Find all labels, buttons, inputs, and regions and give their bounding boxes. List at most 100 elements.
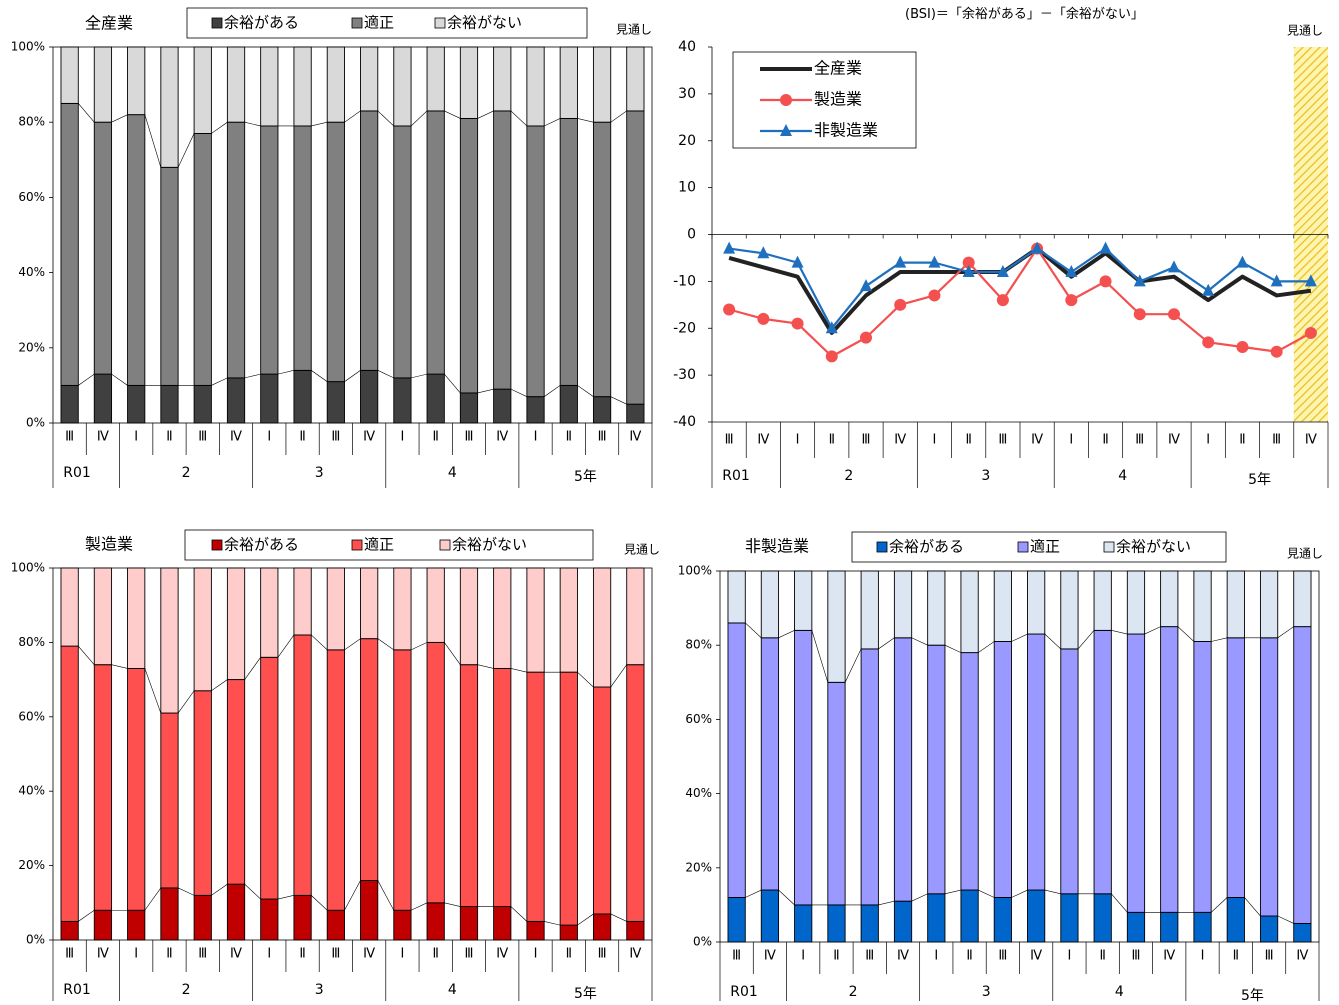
- non-manufacturing-quarter-label: Ⅳ: [897, 949, 909, 964]
- bsi-ytick-label: -20: [673, 320, 696, 336]
- non-manufacturing-bar-yoyu-aru: [927, 893, 946, 943]
- non-manufacturing-bar-tekisei: [1259, 637, 1279, 917]
- all-industry-bar-yoyu-nai: [426, 46, 445, 112]
- bsi-marker-mfg: [1168, 308, 1180, 321]
- manufacturing-forecast-label: 見通し: [624, 543, 660, 557]
- all-industry-bar-tekisei: [93, 121, 113, 375]
- all-industry-bar-yoyu-aru: [360, 369, 379, 424]
- all-industry-bar-tekisei: [193, 133, 212, 386]
- manufacturing-bar-yoyu-nai: [93, 567, 113, 666]
- all-industry-legend-swatch: [211, 17, 223, 29]
- bsi-ytick-label: -40: [673, 414, 696, 430]
- all-industry-bar-yoyu-aru: [260, 373, 279, 424]
- bsi-marker-nonmfg: [860, 279, 872, 292]
- manufacturing-year-label: 2: [182, 982, 191, 998]
- non-manufacturing-bar-yoyu-aru: [960, 889, 979, 943]
- non-manufacturing-quarter-label: Ⅰ: [801, 949, 805, 964]
- all-industry-bar-tekisei: [226, 121, 246, 379]
- bsi-quarter-label: Ⅳ: [894, 433, 906, 448]
- bsi-quarter-label: Ⅰ: [796, 433, 800, 448]
- all-industry-bar-tekisei: [626, 110, 645, 405]
- manufacturing-bar-yoyu-aru: [60, 920, 79, 941]
- non-manufacturing-bar-yoyu-nai: [1293, 570, 1312, 628]
- bsi-marker-mfg: [860, 331, 872, 344]
- bsi-forecast-label: 見通し: [1287, 24, 1323, 38]
- manufacturing-bar-yoyu-aru: [93, 909, 113, 941]
- non-manufacturing-quarter-label: Ⅲ: [1131, 949, 1140, 964]
- non-manufacturing-legend-swatch: [1017, 541, 1029, 553]
- non-manufacturing-bar-tekisei: [860, 648, 879, 906]
- non-manufacturing-bar-yoyu-aru: [760, 889, 780, 943]
- bsi-marker-nonmfg: [894, 255, 907, 268]
- bsi-ytick-label: -30: [673, 367, 696, 383]
- non-manufacturing-bar-yoyu-aru: [727, 897, 746, 943]
- bsi-legend-label: 全産業: [814, 59, 862, 78]
- non-manufacturing-quarter-label: Ⅱ: [1233, 949, 1239, 964]
- non-manufacturing-legend-swatch: [1103, 541, 1115, 553]
- manufacturing-quarter-label: Ⅰ: [400, 947, 404, 962]
- manufacturing-quarter-label: Ⅱ: [299, 947, 305, 962]
- all-industry-bar-yoyu-aru: [493, 388, 512, 424]
- non-manufacturing-bar-yoyu-aru: [827, 904, 846, 943]
- bsi-quarter-label: Ⅰ: [933, 433, 937, 448]
- all-industry-bar-tekisei: [426, 110, 445, 375]
- non-manufacturing-quarter-label: Ⅳ: [1296, 949, 1308, 964]
- manufacturing-bar-yoyu-aru: [426, 902, 445, 941]
- manufacturing-series-connector: [60, 880, 645, 926]
- non-manufacturing-legend-swatch: [876, 541, 888, 553]
- bsi-legend-label: 非製造業: [814, 121, 878, 140]
- non-manufacturing-ytick-label: 40%: [685, 786, 712, 800]
- manufacturing-bar-yoyu-nai: [60, 567, 79, 647]
- bsi-marker-nonmfg: [757, 246, 770, 259]
- all-industry-bar-yoyu-nai: [393, 46, 412, 127]
- bsi-marker-mfg: [1270, 345, 1283, 358]
- non-manufacturing-bar-yoyu-nai: [893, 570, 913, 639]
- bsi-quarter-label: Ⅲ: [862, 433, 871, 448]
- non-manufacturing-quarter-label: Ⅰ: [934, 949, 938, 964]
- non-manufacturing-quarter-label: Ⅳ: [1030, 949, 1042, 964]
- all-industry-quarter-label: Ⅳ: [629, 430, 641, 445]
- bsi-marker-nonmfg: [1236, 255, 1249, 268]
- manufacturing-bar-tekisei: [93, 664, 113, 911]
- bsi-quarter-label: Ⅳ: [1168, 433, 1180, 448]
- bsi-quarter-label: Ⅲ: [1272, 433, 1281, 448]
- bsi-marker-mfg: [894, 298, 907, 311]
- all-industry-bar-tekisei: [559, 117, 578, 386]
- manufacturing-bar-tekisei: [293, 634, 312, 896]
- bsi-year-label: 5年: [1248, 472, 1271, 488]
- manufacturing-bar-yoyu-aru: [127, 909, 146, 941]
- bsi-quarter-label: Ⅱ: [829, 433, 835, 448]
- manufacturing-bar-yoyu-nai: [426, 567, 445, 643]
- manufacturing-bar-yoyu-nai: [193, 567, 212, 692]
- bsi-quarter-label: Ⅲ: [998, 433, 1007, 448]
- manufacturing-bar-yoyu-nai: [526, 567, 545, 673]
- non-manufacturing-quarter-label: Ⅲ: [732, 949, 741, 964]
- manufacturing-bar-yoyu-aru: [626, 920, 645, 941]
- manufacturing-quarter-label: Ⅰ: [267, 947, 271, 962]
- non-manufacturing-bar-yoyu-nai: [960, 570, 979, 654]
- non-manufacturing-series-connector: [727, 889, 1312, 924]
- all-industry-year-label: R01: [63, 465, 91, 481]
- bsi-ytick-label: 30: [678, 86, 696, 102]
- all-industry-bar-yoyu-aru: [326, 381, 345, 424]
- manufacturing-quarter-label: Ⅱ: [432, 947, 438, 962]
- manufacturing-quarter-label: Ⅰ: [134, 947, 138, 962]
- bsi-legend-marker: [780, 124, 792, 136]
- non-manufacturing-bar-yoyu-nai: [860, 570, 879, 650]
- bsi-marker-nonmfg: [1133, 274, 1146, 287]
- all-industry-bar-yoyu-nai: [293, 46, 312, 127]
- manufacturing-quarter-label: Ⅲ: [198, 947, 207, 962]
- non-manufacturing-year-label: 5年: [1241, 988, 1264, 1004]
- manufacturing-quarter-label: Ⅱ: [166, 947, 172, 962]
- all-industry-bar-tekisei: [293, 125, 312, 371]
- non-manufacturing-bar-tekisei: [827, 681, 846, 906]
- non-manufacturing-bar-yoyu-aru: [794, 904, 813, 943]
- non-manufacturing-quarter-label: Ⅳ: [764, 949, 776, 964]
- manufacturing-bar-tekisei: [326, 649, 345, 911]
- all-industry-quarter-label: Ⅱ: [299, 430, 305, 445]
- bsi-ytick-label: 10: [678, 180, 696, 196]
- non-manufacturing-legend-label: 適正: [1030, 538, 1060, 556]
- all-industry-quarter-label: Ⅲ: [65, 430, 74, 445]
- all-industry-bar-tekisei: [60, 102, 79, 386]
- bsi-ytick-label: 40: [678, 39, 696, 55]
